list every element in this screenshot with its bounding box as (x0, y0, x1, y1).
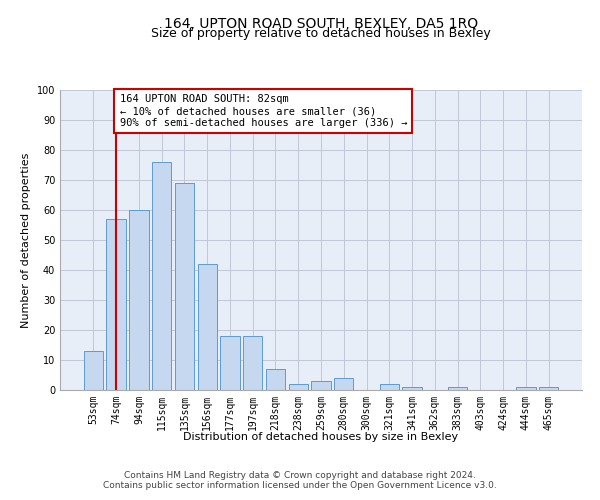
Bar (311, 381, 331, 390)
Bar (84, 351, 103, 390)
Text: Contains HM Land Registry data © Crown copyright and database right 2024.
Contai: Contains HM Land Registry data © Crown c… (103, 470, 497, 490)
Bar (175, 183, 194, 390)
Bar (403, 387, 422, 390)
Bar (539, 387, 558, 390)
Bar (152, 162, 172, 390)
Bar (266, 369, 285, 390)
Bar (106, 219, 126, 390)
Y-axis label: Number of detached properties: Number of detached properties (21, 152, 31, 328)
Bar (197, 264, 217, 390)
Bar (380, 384, 399, 390)
Bar (448, 387, 467, 390)
Bar (243, 336, 262, 390)
Text: 164 UPTON ROAD SOUTH: 82sqm
← 10% of detached houses are smaller (36)
90% of sem: 164 UPTON ROAD SOUTH: 82sqm ← 10% of det… (119, 94, 407, 128)
Bar (334, 378, 353, 390)
Bar (289, 384, 308, 390)
Text: Distribution of detached houses by size in Bexley: Distribution of detached houses by size … (184, 432, 458, 442)
Text: 164, UPTON ROAD SOUTH, BEXLEY, DA5 1RQ: 164, UPTON ROAD SOUTH, BEXLEY, DA5 1RQ (164, 18, 478, 32)
Text: Size of property relative to detached houses in Bexley: Size of property relative to detached ho… (151, 28, 491, 40)
Bar (129, 210, 149, 390)
Bar (220, 336, 239, 390)
Bar (516, 387, 536, 390)
